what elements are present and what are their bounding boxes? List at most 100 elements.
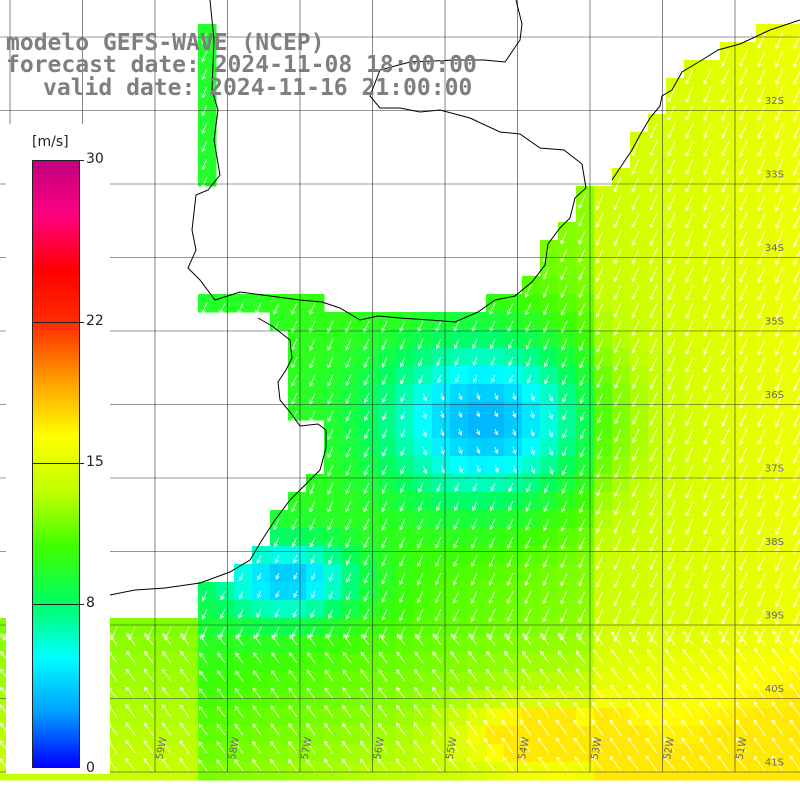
wind-arrow — [309, 338, 316, 351]
wind-cell — [432, 636, 451, 655]
wind-arrow — [378, 633, 388, 646]
wind-arrow — [739, 374, 748, 391]
wind-arrow — [396, 669, 406, 682]
wind-arrow — [649, 284, 658, 301]
wind-arrow — [217, 652, 226, 664]
wind-arrow — [216, 758, 226, 772]
wind-arrow — [721, 338, 730, 355]
wind-arrow — [667, 230, 676, 247]
wind-cell — [720, 672, 739, 691]
wind-cell — [270, 726, 289, 745]
wind-arrow — [179, 704, 190, 718]
wind-arrow — [775, 122, 784, 140]
wind-arrow — [685, 284, 694, 301]
wind-arrow — [199, 652, 208, 664]
lon-label: 59W — [155, 736, 170, 760]
wind-arrow — [592, 649, 604, 664]
wind-cell — [360, 672, 379, 691]
wind-arrow — [507, 518, 514, 531]
wind-arrow — [667, 302, 676, 319]
wind-arrow — [614, 410, 622, 425]
wind-arrow — [199, 634, 208, 646]
wind-arrow — [342, 722, 352, 736]
wind-arrow — [579, 356, 586, 369]
wind-cell — [126, 708, 145, 727]
wind-arrow — [216, 687, 226, 700]
wind-arrow — [775, 608, 784, 626]
wind-arrow — [775, 428, 784, 446]
wind-cell — [522, 726, 541, 745]
lat-label: 33S — [765, 170, 784, 181]
wind-cell — [414, 744, 433, 763]
wind-arrow — [143, 757, 154, 772]
wind-arrow — [471, 518, 478, 531]
wind-arrow — [757, 122, 766, 140]
wind-arrow — [381, 536, 388, 549]
wind-arrow — [291, 392, 298, 405]
wind-arrow — [703, 482, 712, 499]
wind-cell — [630, 744, 649, 763]
wind-arrow — [508, 374, 514, 384]
wind-cell — [216, 762, 235, 781]
wind-arrow — [507, 536, 514, 550]
wind-cell — [630, 654, 649, 673]
wind-arrow — [327, 500, 334, 513]
wind-arrow — [775, 212, 784, 230]
wind-arrow — [360, 651, 370, 664]
wind-arrow — [306, 669, 316, 682]
wind-cell — [270, 654, 289, 673]
wind-arrow — [161, 757, 172, 772]
wind-arrow — [775, 590, 784, 608]
wind-cell — [162, 672, 181, 691]
wind-cell — [342, 762, 361, 781]
wind-cell — [414, 708, 433, 727]
wind-arrow — [508, 356, 514, 367]
wind-arrow — [418, 374, 424, 384]
wind-arrow — [596, 320, 604, 336]
wind-arrow — [555, 701, 568, 718]
wind-cell — [504, 762, 523, 781]
wind-arrow — [198, 723, 208, 736]
wind-arrow — [595, 608, 604, 625]
wind-cell — [792, 600, 800, 619]
wind-arrow — [468, 650, 478, 664]
wind-arrow — [610, 684, 622, 700]
wind-arrow — [717, 701, 730, 718]
wind-arrow — [595, 266, 604, 282]
wind-arrow — [595, 284, 604, 300]
lat-label: 32S — [765, 96, 784, 107]
wind-arrow — [754, 630, 766, 646]
wind-cell — [360, 654, 379, 673]
wind-cell — [126, 744, 145, 763]
wind-cell — [774, 726, 793, 745]
wind-arrow — [739, 212, 748, 229]
wind-cell — [630, 708, 649, 727]
wind-cell — [792, 726, 800, 745]
wind-arrow — [179, 757, 190, 772]
wind-cell — [630, 672, 649, 691]
wind-cell — [180, 762, 199, 781]
wind-arrow — [454, 500, 460, 512]
wind-arrow — [685, 392, 694, 409]
wind-cell — [126, 726, 145, 745]
wind-arrow — [381, 356, 388, 368]
wind-cell — [612, 744, 631, 763]
wind-arrow — [548, 446, 554, 456]
lat-label: 40S — [765, 684, 784, 695]
wind-arrow — [703, 572, 712, 589]
wind-arrow — [416, 608, 424, 622]
wind-cell — [126, 762, 145, 781]
colorbar-tick-line — [32, 321, 84, 323]
wind-arrow — [328, 608, 334, 619]
wind-arrow — [757, 248, 766, 266]
wind-cell — [792, 618, 800, 637]
wind-arrow — [363, 392, 370, 404]
wind-cell — [198, 762, 217, 781]
wind-arrow — [328, 572, 334, 582]
wind-arrow — [542, 302, 550, 316]
wind-arrow — [472, 482, 478, 492]
wind-arrow — [378, 669, 388, 682]
wind-cell — [612, 672, 631, 691]
wind-arrow — [739, 464, 748, 481]
wind-cell — [684, 762, 703, 781]
